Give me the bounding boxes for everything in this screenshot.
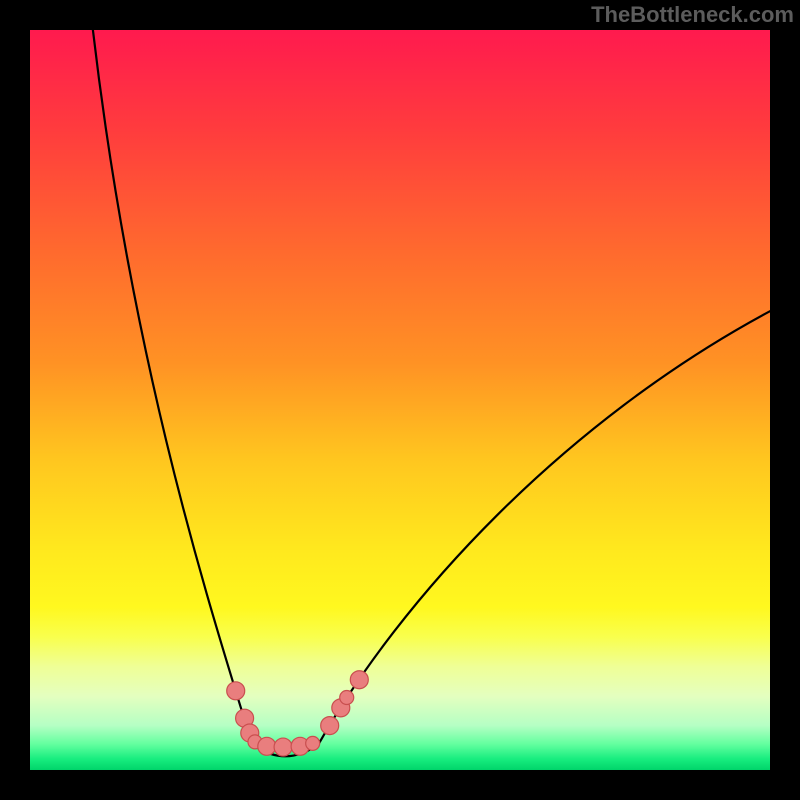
data-point xyxy=(274,738,292,756)
data-point xyxy=(321,717,339,735)
data-point xyxy=(350,671,368,689)
data-point xyxy=(306,736,320,750)
bottleneck-chart xyxy=(0,0,800,800)
data-point xyxy=(258,737,276,755)
plot-gradient-background xyxy=(30,30,770,770)
chart-root: TheBottleneck.com xyxy=(0,0,800,800)
watermark-text: TheBottleneck.com xyxy=(591,2,794,28)
data-point xyxy=(340,690,354,704)
data-point xyxy=(227,682,245,700)
